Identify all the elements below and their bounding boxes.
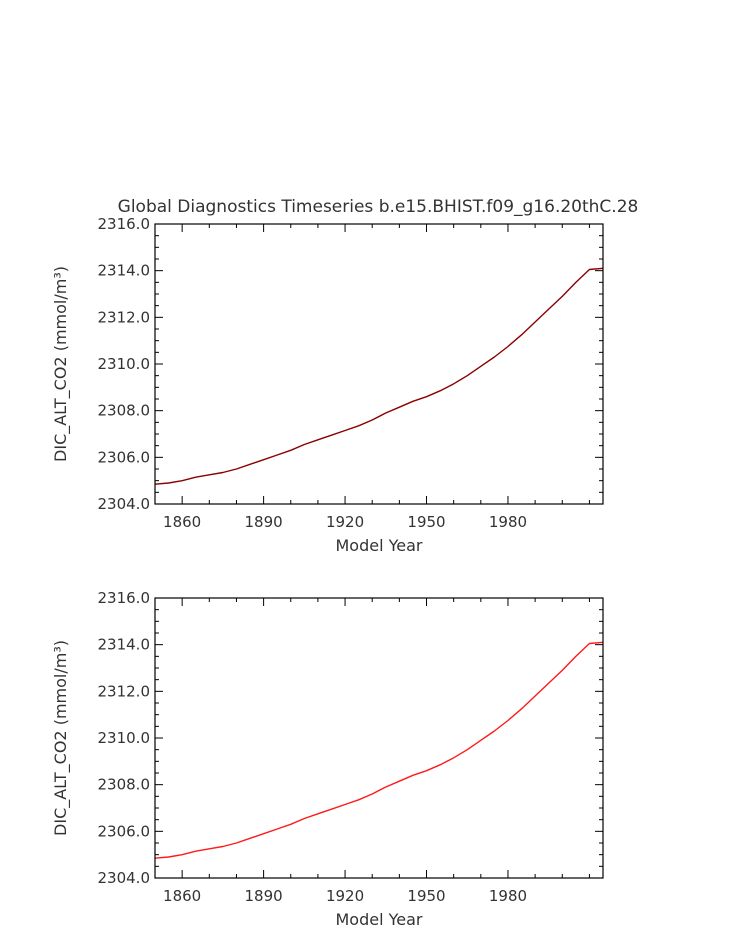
chart-panel-top: 1860 1890 1920 1950 1980 2304.0 2306.0 2308.0 23… xyxy=(51,215,604,555)
y-axis-title: DIC_ALT_CO2 (mmol/m³) xyxy=(51,266,71,462)
y-axis-title: DIC_ALT_CO2 (mmol/m³) xyxy=(51,640,71,836)
x-tick-label: 1890 xyxy=(245,887,283,905)
x-tick-label: 1890 xyxy=(245,513,283,531)
y-tick-label: 2310.0 xyxy=(98,729,151,747)
y-tick-label: 2304.0 xyxy=(98,869,151,887)
y-tick-label: 2316.0 xyxy=(98,215,151,233)
y-tick-label: 2312.0 xyxy=(98,308,151,326)
y-tick-label: 2306.0 xyxy=(98,448,151,466)
y-tick-label: 2306.0 xyxy=(98,822,151,840)
x-tick-label: 1950 xyxy=(407,887,445,905)
y-tick-label: 2314.0 xyxy=(98,636,151,654)
series-line xyxy=(154,267,604,485)
plot-frame xyxy=(154,597,604,879)
y-tick-label: 2308.0 xyxy=(98,776,151,794)
x-tick-label: 1860 xyxy=(163,513,201,531)
series-line xyxy=(154,641,604,859)
chart-title: Global Diagnostics Timeseries b.e15.BHIS… xyxy=(118,197,639,217)
y-tick-label: 2304.0 xyxy=(98,495,151,513)
x-tick-label: 1950 xyxy=(407,513,445,531)
y-tick-label: 2312.0 xyxy=(98,682,151,700)
y-tick-label: 2314.0 xyxy=(98,262,151,280)
x-tick-label: 1920 xyxy=(326,513,364,531)
plot-frame xyxy=(154,223,604,505)
x-tick-label: 1860 xyxy=(163,887,201,905)
y-tick-label: 2316.0 xyxy=(98,589,151,607)
x-tick-label: 1980 xyxy=(489,887,527,905)
y-tick-label: 2308.0 xyxy=(98,402,151,420)
chart-panel-bottom: 1860 1890 1920 1950 1980 2304.0 2306.0 2308.0 23… xyxy=(51,589,604,929)
x-tick-label: 1980 xyxy=(489,513,527,531)
x-axis-title: Model Year xyxy=(336,536,423,555)
x-tick-label: 1920 xyxy=(326,887,364,905)
x-axis-title: Model Year xyxy=(336,910,423,929)
y-tick-label: 2310.0 xyxy=(98,355,151,373)
